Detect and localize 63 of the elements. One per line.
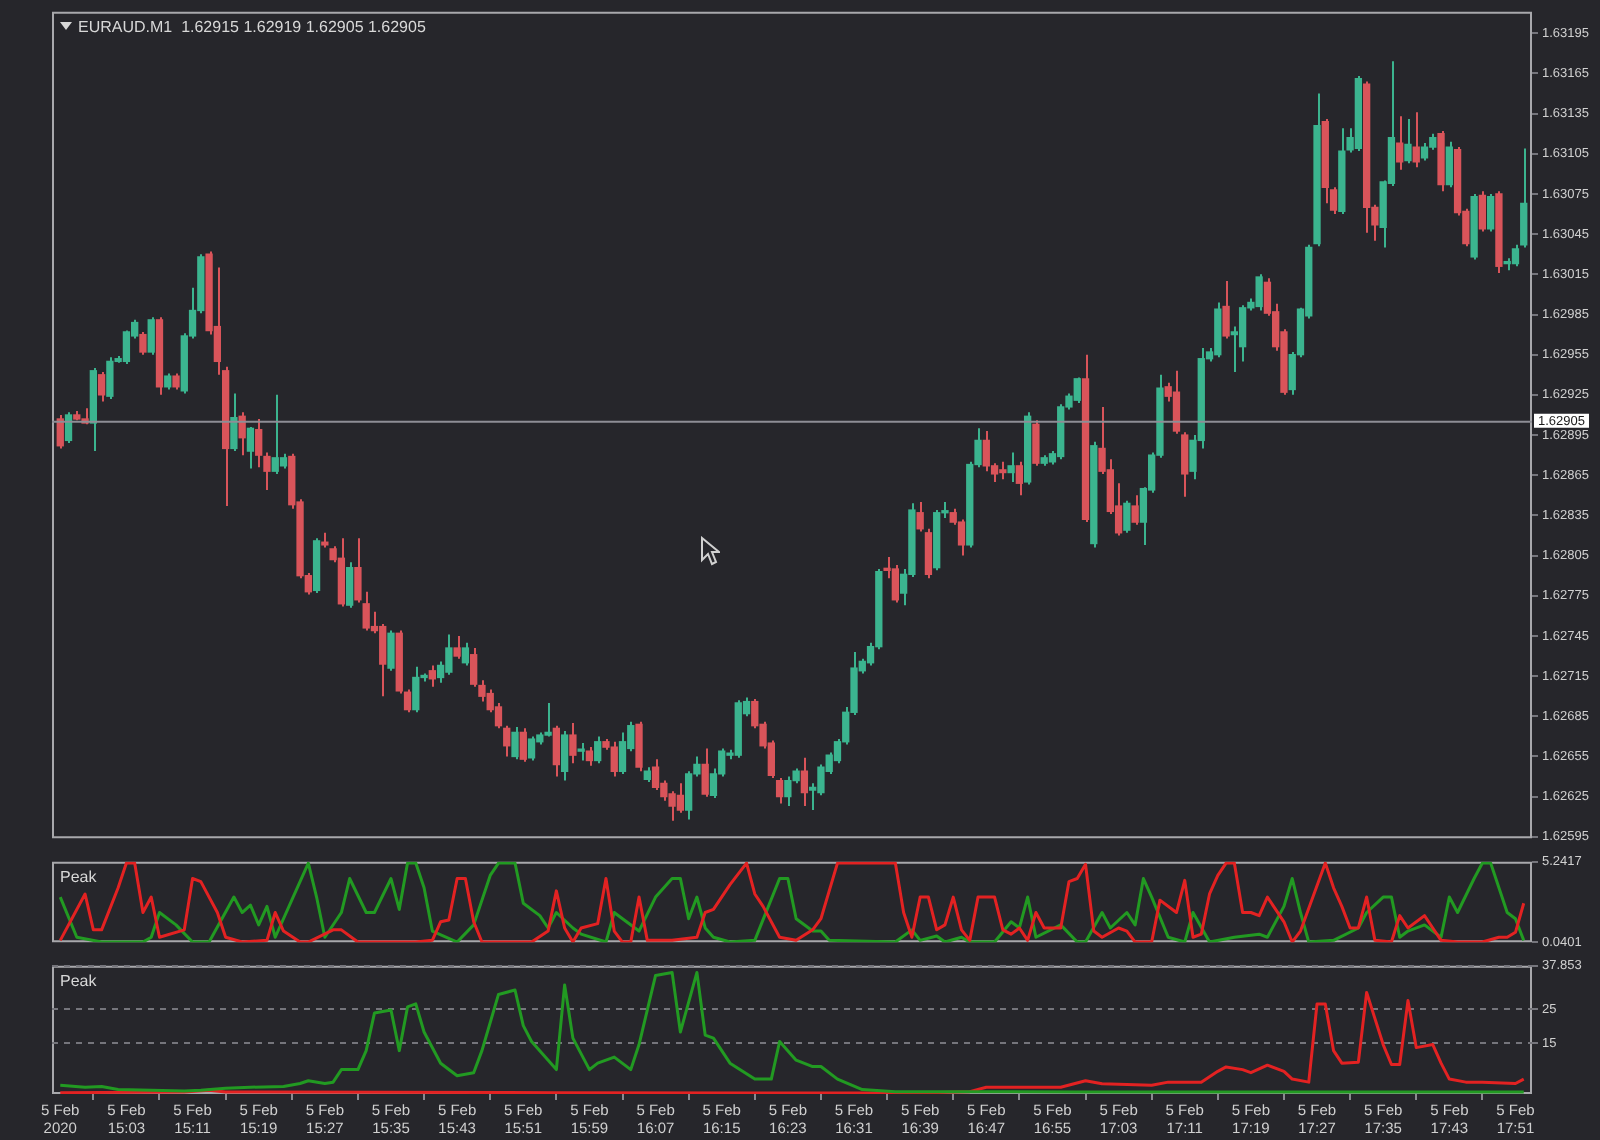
candlestick xyxy=(618,731,627,775)
candlestick xyxy=(1181,431,1189,498)
candlestick xyxy=(684,770,693,821)
candlestick xyxy=(784,775,792,808)
candlestick xyxy=(106,356,114,400)
candlestick xyxy=(585,746,594,767)
candlestick xyxy=(1172,369,1181,435)
chart-title: Peak xyxy=(60,971,97,990)
candlestick xyxy=(271,393,279,475)
candlestick xyxy=(676,782,685,814)
candlestick xyxy=(527,735,536,762)
candlestick xyxy=(1396,115,1404,171)
candlestick xyxy=(246,426,255,470)
candlestick xyxy=(362,590,370,632)
candlestick xyxy=(775,776,784,805)
candlestick xyxy=(552,724,561,778)
candlestick xyxy=(1123,499,1131,534)
candlestick xyxy=(916,501,924,533)
candlestick xyxy=(503,724,511,758)
candlestick xyxy=(982,430,990,473)
candlestick xyxy=(610,740,618,778)
candlestick xyxy=(1073,376,1081,404)
candlestick xyxy=(1222,280,1230,340)
candlestick xyxy=(1255,273,1263,312)
candlestick xyxy=(453,634,461,660)
candlestick xyxy=(412,665,420,714)
candlestick xyxy=(139,330,147,356)
candlestick xyxy=(635,720,643,773)
candlestick xyxy=(1007,451,1015,483)
candlestick xyxy=(255,417,263,469)
candlestick xyxy=(544,701,552,738)
candlestick xyxy=(519,727,527,763)
candlestick xyxy=(354,537,362,604)
candlestick xyxy=(891,563,900,604)
candlestick xyxy=(387,629,395,672)
chart-title: Peak xyxy=(60,867,97,886)
candlestick xyxy=(1487,192,1495,233)
candlestick xyxy=(1445,140,1453,189)
candlestick xyxy=(1478,190,1487,233)
candlestick xyxy=(560,730,569,782)
candlestick xyxy=(445,633,453,676)
candlestick xyxy=(701,747,709,798)
candlestick xyxy=(230,392,238,453)
candlestick xyxy=(1404,117,1412,165)
candlestick xyxy=(337,537,346,608)
candlestick xyxy=(1032,419,1040,467)
chart-title: EURAUD.M1 1.62915 1.62919 1.62905 1.62905 xyxy=(78,17,426,36)
candlestick xyxy=(122,329,131,366)
candlestick xyxy=(1412,111,1420,169)
candlestick xyxy=(569,722,577,765)
candlestick xyxy=(924,527,933,580)
candlestick xyxy=(800,756,809,808)
candlestick xyxy=(345,561,354,609)
candlestick xyxy=(428,664,436,688)
candlestick xyxy=(511,726,519,761)
candlestick xyxy=(594,735,602,765)
candlestick xyxy=(1015,460,1024,497)
candlestick xyxy=(651,758,660,791)
candlestick xyxy=(1214,301,1222,359)
candlestick xyxy=(147,316,155,356)
candlestick xyxy=(97,371,106,403)
candlestick xyxy=(1131,494,1139,526)
candlestick xyxy=(461,641,470,667)
